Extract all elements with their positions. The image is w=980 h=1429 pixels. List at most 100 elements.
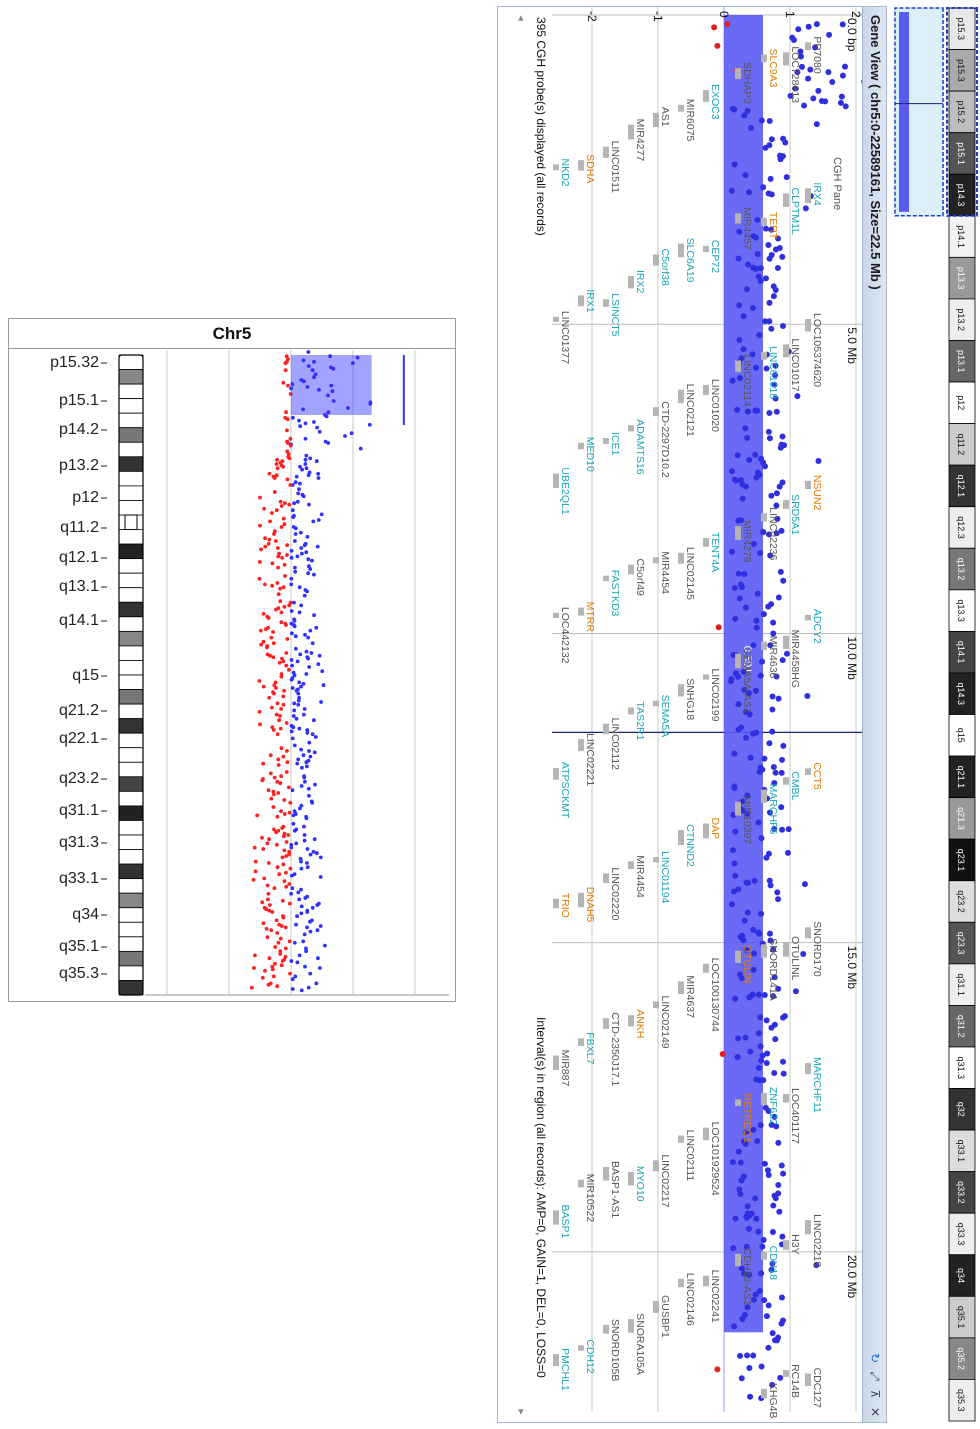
- loss-point: [270, 511, 274, 515]
- gene-label: LINC01020: [709, 379, 721, 432]
- probe-point: [737, 374, 744, 381]
- gene-bar: [805, 480, 811, 490]
- probe-point: [731, 1323, 738, 1330]
- ideogram-band: [118, 965, 144, 981]
- loss-point: [252, 966, 256, 970]
- scroll-right-icon[interactable]: ▸: [515, 1409, 528, 1415]
- probe-point: [813, 121, 820, 128]
- loss-point: [272, 886, 277, 891]
- chromosome-overview-plot[interactable]: p15.32 p15.1 p14.2 p13.2 p12 q11.2 q12.1 q13.1 q…: [9, 319, 455, 1001]
- loss-point: [260, 975, 265, 980]
- probe-point: [744, 434, 751, 441]
- ideogram-band: [118, 907, 144, 923]
- chromosome-ideogram[interactable]: [118, 354, 144, 996]
- probe-point: [731, 161, 738, 168]
- loss-point: [263, 544, 268, 549]
- band-label: p15.1: [59, 392, 99, 409]
- expand-icon[interactable]: ⤢: [868, 1371, 882, 1381]
- probe-point: [757, 550, 764, 557]
- loss-point: [287, 810, 292, 815]
- gain-point: [301, 681, 306, 686]
- probe-point: [749, 305, 756, 312]
- gain-point: [343, 434, 347, 438]
- gain-region: [291, 355, 372, 415]
- scroll-left-icon[interactable]: ◂: [515, 15, 528, 21]
- loss-point: [287, 939, 292, 944]
- gain-point: [299, 887, 303, 892]
- gain-point: [304, 949, 308, 954]
- loss-point: [288, 443, 293, 448]
- gain-point: [317, 653, 322, 658]
- gain-point: [310, 800, 315, 805]
- ideogram-band-track[interactable]: p15.3 p15.3 p15.2 p15.1 p14.3 p14.1 p13.3 p13.2…: [889, 6, 979, 1423]
- loss-point: [274, 607, 278, 612]
- gain-point: [306, 557, 311, 562]
- gain-point: [299, 859, 303, 864]
- loss-point: [287, 502, 292, 507]
- gain-point: [295, 960, 300, 965]
- probe-point: [771, 381, 778, 388]
- ideogram-band-label: q31.1: [956, 973, 966, 996]
- gene-view-plot[interactable]: 0.591 PP7080 LOC728613 SLC9A3 SDHAP3 EXOC3 MI…: [498, 7, 862, 1423]
- gain-point: [297, 680, 302, 685]
- loss-point: [288, 971, 292, 976]
- band-label: p14.2: [59, 421, 99, 438]
- loss-point: [267, 908, 272, 913]
- probe-point: [780, 1014, 787, 1021]
- gain-value-label: 0.591: [741, 646, 753, 674]
- gain-point: [308, 971, 313, 976]
- gain-point: [290, 508, 295, 513]
- gene-label: TAS2R1: [634, 702, 646, 741]
- selected-region-overlay[interactable]: [894, 7, 978, 217]
- probe-point: [772, 769, 779, 776]
- loss-point: [278, 499, 283, 504]
- gain-point: [308, 929, 313, 934]
- probe-point: [769, 706, 776, 713]
- ideogram-band: [118, 950, 144, 967]
- position-label: 0.0 bp: [845, 18, 859, 52]
- gene-bar: [603, 438, 609, 445]
- gene-label: LINC02121: [684, 384, 696, 437]
- ideogram-band-label: p15.3: [956, 59, 966, 82]
- probe-point: [746, 1365, 753, 1372]
- loss-point: [266, 982, 271, 987]
- ideogram-band-label: q12.1: [956, 475, 966, 498]
- probe-point: [758, 1057, 765, 1064]
- gene-view-titlebar[interactable]: Gene View ( chr5:0-22589161, Size=22.5 M…: [862, 7, 886, 1422]
- gain-point: [316, 662, 321, 667]
- gene-bar: [653, 112, 659, 127]
- probe-point: [751, 877, 758, 884]
- probe-point: [737, 1352, 744, 1359]
- refresh-icon[interactable]: ↻: [868, 1352, 882, 1364]
- loss-point: [281, 834, 286, 839]
- probe-point: [735, 673, 742, 680]
- probe-point: [762, 275, 769, 282]
- loss-point: [284, 770, 289, 774]
- gain-point: [302, 932, 307, 937]
- close-icon[interactable]: ✕: [868, 1406, 882, 1418]
- gene-label: MIR4454: [659, 551, 671, 594]
- loss-point: [271, 805, 276, 809]
- probe-point: [810, 95, 817, 102]
- loss-point: [285, 428, 289, 433]
- probe-point: [775, 985, 782, 992]
- gene-bar: [735, 68, 741, 80]
- band-label: p15.32: [50, 354, 99, 371]
- probe-point: [743, 1243, 750, 1250]
- probe-point: [750, 966, 757, 973]
- loss-point: [287, 882, 292, 886]
- loss-point: [271, 655, 276, 660]
- probe-point: [813, 21, 820, 28]
- ideogram-band: [118, 892, 144, 909]
- probe-point: [756, 331, 763, 338]
- probe-point: [728, 675, 735, 682]
- ideogram-band: [118, 980, 144, 996]
- gene-label: CTD-2350J17.1: [609, 1012, 621, 1086]
- gain-point: [302, 543, 307, 548]
- loss-point: [288, 436, 293, 441]
- loss-point: [275, 581, 280, 585]
- probe-point: [779, 756, 786, 763]
- loss-point: [263, 536, 267, 541]
- probe-point: [768, 252, 775, 259]
- restore-icon[interactable]: ⊼: [868, 1389, 882, 1399]
